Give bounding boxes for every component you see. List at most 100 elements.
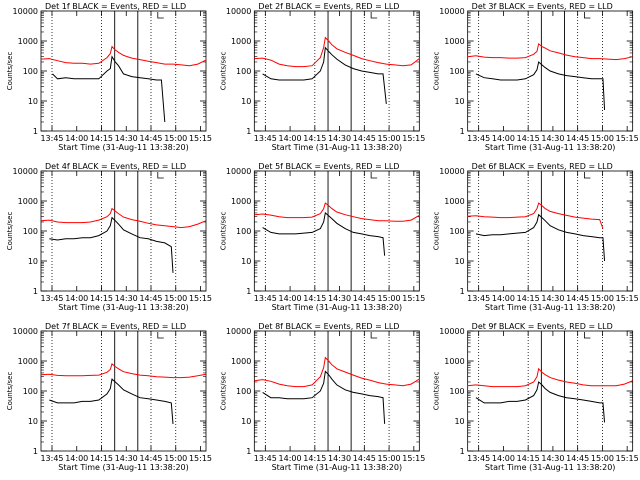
- x-tick-label: 14:15: [90, 294, 113, 303]
- x-tick-label: 14:45: [353, 454, 376, 463]
- y-tick-label: 10000: [13, 167, 38, 176]
- panel-det-3f: Det 3f BLACK = Events, RED = LLD 1 10 100 10…: [433, 2, 639, 152]
- y-tick-label: 10: [241, 257, 251, 266]
- x-tick-label: 14:30: [115, 454, 138, 463]
- y-axis-label: Counts/sec: [433, 212, 441, 251]
- x-tick-label: 15:00: [591, 294, 614, 303]
- x-tick-label: 14:45: [353, 134, 376, 143]
- y-tick-label: 1000: [18, 197, 38, 206]
- x-tick-label: 15:00: [591, 134, 614, 143]
- y-tick-label: 1: [33, 127, 38, 136]
- series-lld-line: [40, 45, 207, 67]
- x-tick-label: 13:45: [40, 134, 63, 143]
- panel-title: Det 1f BLACK = Events, RED = LLD: [45, 2, 186, 11]
- series-lld-line: [254, 202, 420, 222]
- x-tick-label: 13:45: [467, 294, 490, 303]
- y-tick-label: 10: [28, 97, 38, 106]
- y-tick-label: 10: [454, 257, 464, 266]
- x-tick-label: 14:30: [328, 294, 351, 303]
- y-axis-label: Counts/sec: [219, 212, 227, 251]
- plot-frame: [467, 330, 634, 452]
- series-events-line: [262, 211, 386, 256]
- y-tick-label: 100: [236, 387, 251, 396]
- x-tick-label: 15:00: [164, 134, 187, 143]
- y-tick-label: 1: [33, 287, 38, 296]
- x-tick-label: 15:15: [616, 294, 639, 303]
- x-tick-label: 14:30: [541, 134, 564, 143]
- series-lld-line: [254, 36, 420, 68]
- plot-frame: [253, 10, 420, 132]
- x-tick-label: 14:00: [65, 294, 88, 303]
- y-axis-label: Counts/sec: [219, 372, 227, 411]
- y-tick-label: 100: [449, 227, 464, 236]
- series-events-line: [262, 46, 387, 104]
- series-lld-line: [40, 207, 207, 229]
- series-events-line: [475, 213, 606, 262]
- panel-det-1f: Det 1f BLACK = Events, RED = LLD 1 10 100 10…: [6, 2, 212, 152]
- x-tick-label: 15:00: [164, 454, 187, 463]
- y-tick-label: 100: [449, 67, 464, 76]
- panel-title: Det 2f BLACK = Events, RED = LLD: [258, 2, 399, 11]
- y-tick-label: 1000: [444, 197, 464, 206]
- y-tick-label: 10: [241, 97, 251, 106]
- x-tick-label: 13:45: [254, 134, 277, 143]
- x-tick-label: 15:00: [164, 294, 187, 303]
- panel-title: Det 8f BLACK = Events, RED = LLD: [258, 322, 399, 331]
- panel-det-7f: Det 7f BLACK = Events, RED = LLD 1 10 100 10…: [6, 322, 212, 472]
- y-tick-label: 100: [23, 387, 38, 396]
- x-tick-label: 14:45: [353, 294, 376, 303]
- x-tick-label: 14:45: [139, 134, 162, 143]
- plot-frame: [40, 170, 207, 292]
- bracket-marker: [584, 172, 591, 179]
- y-axis-label: Counts/sec: [433, 372, 441, 411]
- x-tick-label: 13:45: [254, 454, 277, 463]
- x-axis-label: Start Time (31-Aug-11 13:38:20): [58, 303, 189, 312]
- plot-frame: [253, 330, 420, 452]
- panel-det-9f: Det 9f BLACK = Events, RED = LLD 1 10 100 10…: [433, 322, 639, 472]
- x-tick-label: 15:15: [189, 294, 212, 303]
- x-axis-label: Start Time (31-Aug-11 13:38:20): [272, 463, 403, 472]
- bracket-marker: [584, 12, 591, 19]
- y-axis-label: Counts/sec: [6, 372, 14, 411]
- bracket-marker: [157, 172, 164, 179]
- x-tick-label: 15:15: [189, 454, 212, 463]
- x-tick-label: 15:00: [378, 294, 401, 303]
- panel-title: Det 5f BLACK = Events, RED = LLD: [258, 162, 399, 171]
- panel-title: Det 6f BLACK = Events, RED = LLD: [472, 162, 613, 171]
- x-tick-label: 15:15: [402, 294, 425, 303]
- x-tick-label: 15:00: [378, 454, 401, 463]
- bracket-marker: [157, 12, 164, 19]
- y-tick-label: 10: [454, 97, 464, 106]
- x-tick-label: 14:15: [303, 454, 326, 463]
- x-tick-label: 14:15: [90, 134, 113, 143]
- x-axis-label: Start Time (31-Aug-11 13:38:20): [485, 143, 616, 152]
- y-tick-label: 100: [449, 387, 464, 396]
- y-tick-label: 1: [460, 287, 465, 296]
- x-tick-label: 14:30: [115, 134, 138, 143]
- x-tick-label: 14:00: [279, 294, 302, 303]
- y-tick-label: 100: [23, 227, 38, 236]
- x-tick-label: 13:45: [254, 294, 277, 303]
- y-tick-label: 1: [460, 447, 465, 456]
- x-tick-label: 14:15: [303, 294, 326, 303]
- y-tick-label: 10: [454, 417, 464, 426]
- y-axis-label: Counts/sec: [219, 52, 227, 91]
- y-tick-label: 100: [236, 67, 251, 76]
- x-tick-label: 14:00: [279, 134, 302, 143]
- y-tick-label: 100: [236, 227, 251, 236]
- y-tick-label: 10000: [13, 327, 38, 336]
- x-tick-label: 14:15: [517, 454, 540, 463]
- y-tick-label: 10000: [13, 7, 38, 16]
- series-events-line: [262, 370, 386, 424]
- x-axis-label: Start Time (31-Aug-11 13:38:20): [485, 303, 616, 312]
- y-tick-label: 1: [246, 447, 251, 456]
- panel-title: Det 3f BLACK = Events, RED = LLD: [472, 2, 613, 11]
- x-tick-label: 14:30: [541, 454, 564, 463]
- plot-frame: [40, 10, 207, 132]
- x-tick-label: 15:00: [591, 454, 614, 463]
- y-tick-label: 10000: [439, 327, 464, 336]
- panel-title: Det 9f BLACK = Events, RED = LLD: [472, 322, 613, 331]
- y-tick-label: 1: [460, 127, 465, 136]
- y-tick-label: 10000: [226, 167, 251, 176]
- panel-det-6f: Det 6f BLACK = Events, RED = LLD 1 10 100 10…: [433, 162, 639, 312]
